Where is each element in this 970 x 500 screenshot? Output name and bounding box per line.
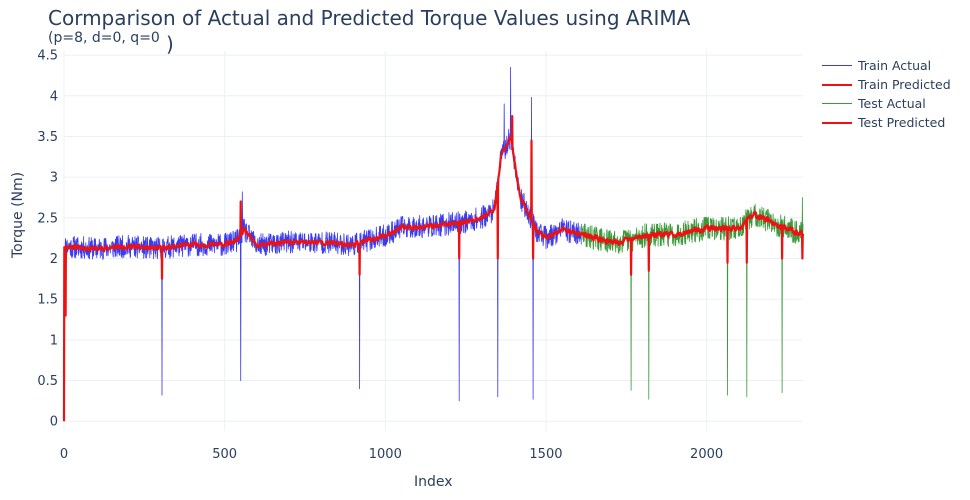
y-tick-label: 0.5	[37, 374, 58, 389]
chart-subtitle-paren: )	[166, 32, 174, 56]
x-tick-label: 500	[212, 447, 237, 462]
chart-title: Cormparison of Actual and Predicted Torq…	[48, 6, 691, 30]
x-tick-label: 1500	[529, 447, 562, 462]
y-tick-label: 3	[50, 171, 58, 186]
legend-label-train-actual: Train Actual	[858, 58, 932, 73]
y-tick-label: 2.5	[37, 211, 58, 226]
y-axis-title: Torque (Nm)	[10, 171, 26, 258]
x-axis-title: Index	[414, 474, 453, 490]
series-line-train-predicted	[62, 114, 583, 422]
legend-item-train-actual[interactable]: Train Actual	[822, 56, 951, 75]
y-tick-label: 1	[50, 333, 58, 348]
legend-label-test-predicted: Test Predicted	[858, 115, 946, 130]
legend: Train Actual Train Predicted Test Actual…	[822, 56, 951, 132]
legend-item-test-actual[interactable]: Test Actual	[822, 94, 951, 113]
legend-swatch-train-actual	[822, 65, 852, 66]
y-tick-label: 3.5	[37, 130, 58, 145]
x-tick-label: 0	[60, 447, 68, 462]
y-tick-label: 0	[50, 415, 58, 430]
series-line-train-actual	[63, 66, 582, 402]
y-tick-label: 4	[50, 89, 58, 104]
series-line-test-predicted	[580, 210, 805, 276]
legend-swatch-test-predicted	[822, 121, 852, 124]
legend-item-train-predicted[interactable]: Train Predicted	[822, 75, 951, 94]
x-tick-label: 1000	[369, 447, 402, 462]
legend-label-test-actual: Test Actual	[858, 96, 926, 111]
chart-subtitle: (p=8, d=0, q=0	[48, 30, 160, 46]
legend-item-test-predicted[interactable]: Test Predicted	[822, 113, 951, 132]
legend-swatch-test-actual	[822, 103, 852, 104]
legend-swatch-train-predicted	[822, 83, 852, 86]
y-tick-label: 2	[50, 252, 58, 267]
y-tick-label: 4.5	[37, 49, 58, 64]
series-line-test-actual	[580, 197, 804, 400]
y-tick-label: 1.5	[37, 293, 58, 308]
x-tick-label: 2000	[690, 447, 723, 462]
legend-label-train-predicted: Train Predicted	[858, 77, 951, 92]
